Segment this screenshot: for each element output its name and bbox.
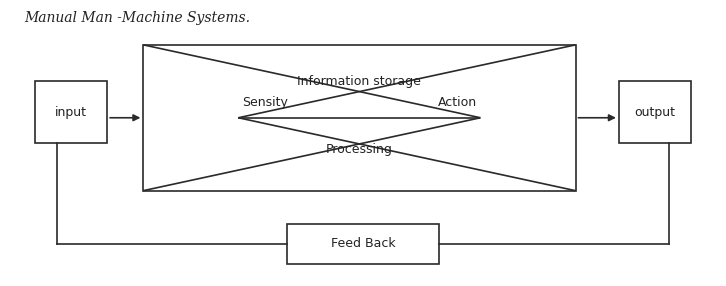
Text: Action: Action: [438, 96, 477, 109]
Text: Information storage: Information storage: [298, 75, 421, 88]
Bar: [143, 45, 576, 191]
Text: Manual Man -Machine Systems.: Manual Man -Machine Systems.: [25, 11, 250, 25]
Text: Sensity: Sensity: [242, 96, 287, 109]
Bar: [619, 81, 691, 143]
Bar: [287, 224, 439, 264]
Text: input: input: [55, 106, 87, 119]
Text: Feed Back: Feed Back: [330, 237, 396, 251]
Text: Processing: Processing: [326, 143, 393, 156]
Bar: [35, 81, 107, 143]
Text: output: output: [635, 106, 675, 119]
